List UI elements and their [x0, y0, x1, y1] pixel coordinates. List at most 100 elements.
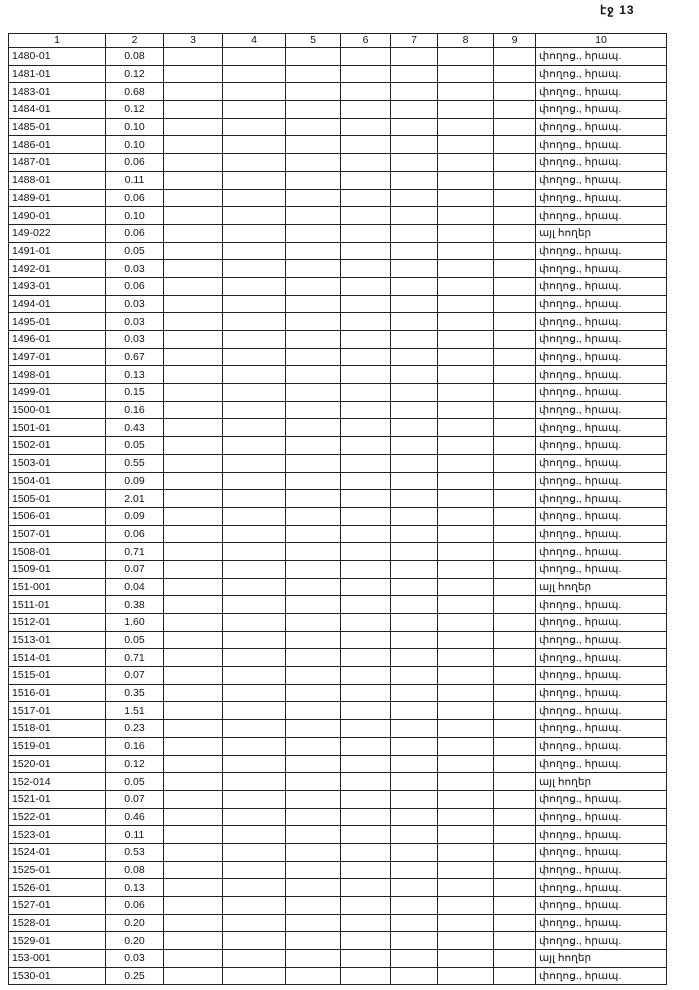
empty-cell [390, 825, 438, 844]
empty-cell [390, 347, 438, 367]
empty-cell [493, 365, 536, 385]
empty-cell [493, 82, 536, 102]
empty-cell [493, 47, 536, 66]
empty-cell [340, 559, 391, 579]
empty-cell [222, 276, 286, 296]
table-row: 1513-01 0.05 փողոց., հրապ. [8, 630, 667, 650]
parcel-code: 1519-01 [8, 736, 106, 756]
empty-cell [437, 807, 494, 827]
empty-cell [163, 82, 223, 102]
empty-cell [390, 294, 438, 314]
table-row: 1494-01 0.03 փողոց., հրապ. [8, 294, 667, 314]
empty-cell [222, 330, 286, 349]
table-row: 152-014 0.05 այլ հողեր [8, 772, 667, 791]
empty-cell [390, 206, 438, 225]
parcel-code: 1521-01 [8, 789, 106, 809]
table-row: 1490-01 0.10 փողոց., հրապ. [8, 206, 667, 225]
column-header-7: 7 [390, 33, 438, 48]
table-header-row: 1 2 3 4 5 6 7 8 9 10 [8, 33, 667, 48]
parcel-code: 1526-01 [8, 878, 106, 897]
empty-cell [285, 82, 341, 102]
empty-cell [163, 64, 223, 84]
parcel-code: 1524-01 [8, 842, 106, 862]
empty-cell [163, 400, 223, 420]
empty-cell [285, 613, 341, 632]
area-value: 0.06 [105, 896, 164, 915]
empty-cell [493, 117, 536, 137]
parcel-code: 1485-01 [8, 117, 106, 137]
page-number: էջ 13 [600, 3, 635, 17]
empty-cell [493, 860, 536, 880]
table-row: 1508-01 0.71 փողոց., հրապ. [8, 542, 667, 561]
area-value: 0.03 [105, 259, 164, 278]
empty-cell [222, 754, 286, 774]
area-value: 0.20 [105, 931, 164, 951]
table-row: 1483-01 0.68 փողոց., հրապ. [8, 82, 667, 102]
empty-cell [340, 100, 391, 119]
empty-cell [222, 383, 286, 402]
area-value: 0.05 [105, 772, 164, 791]
empty-cell [285, 347, 341, 367]
empty-cell [493, 754, 536, 774]
empty-cell [340, 754, 391, 774]
empty-cell [285, 542, 341, 561]
column-header-3: 3 [163, 33, 223, 48]
empty-cell [285, 188, 341, 208]
area-value: 0.06 [105, 153, 164, 172]
empty-cell [340, 966, 391, 986]
empty-cell [437, 241, 494, 261]
empty-cell [340, 64, 391, 84]
empty-cell [437, 206, 494, 225]
area-value: 0.55 [105, 453, 164, 473]
parcel-code: 1518-01 [8, 719, 106, 738]
empty-cell [222, 206, 286, 225]
empty-cell [285, 259, 341, 278]
area-value: 0.53 [105, 842, 164, 862]
empty-cell [163, 506, 223, 526]
parcel-code: 1525-01 [8, 860, 106, 880]
empty-cell [222, 453, 286, 473]
parcel-code: 1498-01 [8, 365, 106, 385]
table-row: 1500-01 0.16 փողոց., հրապ. [8, 400, 667, 420]
empty-cell [285, 878, 341, 897]
empty-cell [390, 896, 438, 915]
land-use: փողոց., հրապ. [535, 153, 667, 172]
empty-cell [390, 100, 438, 119]
empty-cell [285, 931, 341, 951]
empty-cell [222, 223, 286, 243]
empty-cell [163, 878, 223, 897]
parcel-code: 1481-01 [8, 64, 106, 84]
empty-cell [437, 418, 494, 438]
empty-cell [390, 719, 438, 738]
empty-cell [285, 630, 341, 650]
land-use: փողոց., հրապ. [535, 966, 667, 986]
area-value: 0.11 [105, 825, 164, 844]
area-value: 0.06 [105, 188, 164, 208]
empty-cell [163, 117, 223, 137]
empty-cell [437, 931, 494, 951]
empty-cell [340, 719, 391, 738]
parcel-code: 1527-01 [8, 896, 106, 915]
empty-cell [222, 648, 286, 668]
empty-cell [493, 170, 536, 190]
land-use: փողոց., հրապ. [535, 736, 667, 756]
empty-cell [390, 966, 438, 986]
area-value: 0.12 [105, 100, 164, 119]
empty-cell [493, 471, 536, 491]
empty-cell [340, 82, 391, 102]
empty-cell [493, 630, 536, 650]
empty-cell [390, 365, 438, 385]
empty-cell [493, 719, 536, 738]
land-use: փողոց., հրապ. [535, 913, 667, 933]
empty-cell [390, 807, 438, 827]
table-row: 1502-01 0.05 փողոց., հրապ. [8, 436, 667, 455]
empty-cell [163, 47, 223, 66]
empty-cell [163, 312, 223, 331]
empty-cell [437, 860, 494, 880]
empty-cell [340, 188, 391, 208]
area-value: 0.12 [105, 64, 164, 84]
table-row: 1504-01 0.09 փողոց., հրապ. [8, 471, 667, 491]
land-use: փողոց., հրապ. [535, 613, 667, 632]
land-use: փողոց., հրապ. [535, 188, 667, 208]
empty-cell [222, 807, 286, 827]
